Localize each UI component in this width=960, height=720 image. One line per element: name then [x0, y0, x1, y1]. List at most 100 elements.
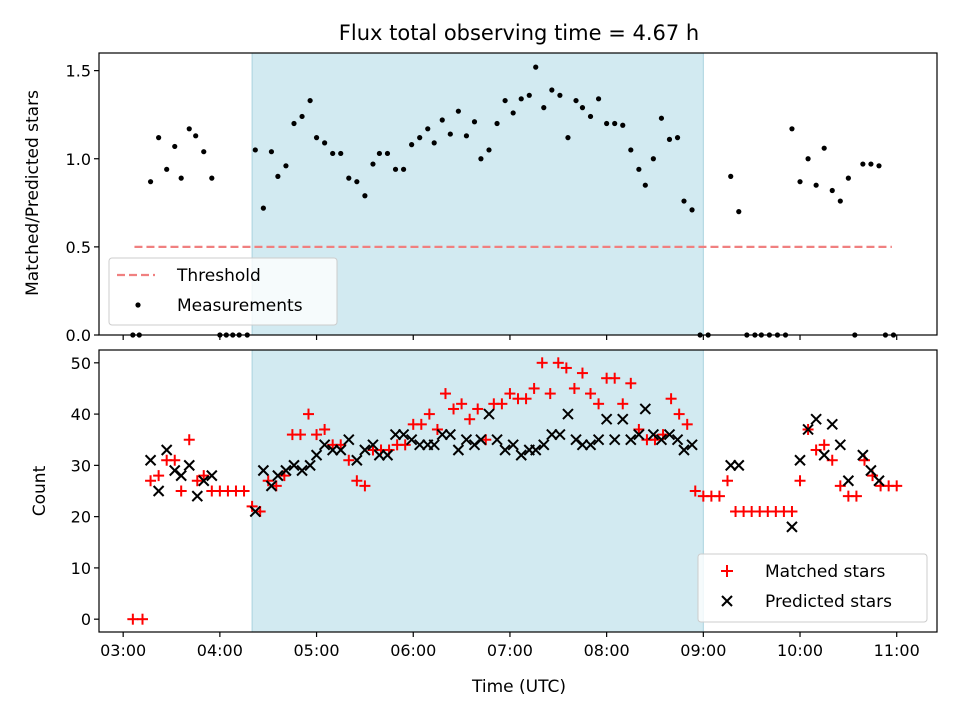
measurement-point — [728, 173, 734, 179]
measurement-point — [178, 175, 184, 181]
predicted-star-point — [826, 418, 838, 431]
measurement-point — [518, 96, 524, 102]
predicted-star-point — [444, 428, 457, 441]
matched-star-point — [617, 398, 629, 410]
x-tick-label: 05:00 — [294, 641, 340, 660]
matched-star-point — [593, 398, 605, 410]
x-tick-label: 06:00 — [390, 641, 436, 660]
y-tick-label: 20 — [71, 508, 91, 527]
ratio-panel: 0.0 0.5 1.0 1.5 Threshold Measurements — [66, 52, 938, 345]
predicted-star-point — [499, 444, 511, 456]
predicted-star-point — [206, 469, 218, 482]
predicted-star-point — [318, 439, 331, 451]
legend-measurement-label: Measurements — [177, 296, 303, 316]
predicted-star-point — [265, 480, 278, 492]
predicted-star-point — [802, 423, 814, 436]
predicted-star-point — [397, 428, 410, 441]
y-axis-label-top: Matched/Predicted stars — [23, 90, 43, 296]
measurement-point — [573, 97, 579, 104]
predicted-star-point — [483, 408, 495, 420]
predicted-star-point — [491, 434, 503, 446]
measurement-point — [164, 166, 170, 172]
predicted-star-point — [873, 475, 885, 487]
predicted-star-point — [249, 505, 262, 518]
predicted-star-point — [475, 434, 487, 446]
legend-threshold-label: Threshold — [176, 266, 261, 286]
matched-star-point — [294, 429, 306, 441]
matched-star-point — [311, 429, 323, 441]
y-tick-label: 50 — [71, 354, 91, 373]
predicted-star-point — [625, 434, 637, 446]
matched-star-point — [359, 480, 371, 492]
matched-star-point — [520, 393, 532, 405]
matched-star-point — [153, 470, 165, 482]
predicted-star-point — [865, 464, 877, 477]
measurement-point — [876, 163, 882, 169]
measurement-point — [845, 175, 851, 181]
y-tick-label: 40 — [71, 405, 91, 424]
measurement-point — [837, 198, 843, 204]
matched-star-point — [246, 500, 258, 512]
measurement-point — [533, 64, 539, 70]
predicted-star-point — [810, 413, 822, 425]
matched-star-point — [303, 408, 314, 420]
predicted-star-point — [600, 413, 613, 425]
x-tick-label: 03:00 — [100, 641, 146, 660]
predicted-star-point — [842, 475, 855, 487]
measurement-point — [431, 140, 437, 146]
measurement-point — [447, 131, 453, 137]
measurement-point — [595, 96, 602, 102]
matched-star-point — [504, 388, 516, 400]
predicted-star-point — [280, 464, 292, 477]
matched-star-point — [681, 418, 693, 430]
predicted-star-point — [359, 444, 371, 456]
matched-star-point — [137, 613, 149, 625]
measurement-point — [658, 115, 665, 121]
matched-star-point — [536, 357, 548, 369]
measurement-point — [275, 173, 281, 179]
measurement-point — [860, 161, 866, 167]
measurement-point — [370, 161, 376, 167]
predicted-star-point — [857, 449, 869, 461]
matched-star-point — [319, 423, 331, 435]
measurement-point — [674, 135, 681, 141]
predicted-star-point — [405, 434, 418, 446]
measurement-point — [565, 135, 571, 141]
measurement-point — [299, 113, 305, 120]
predicted-star-point — [381, 449, 394, 461]
matched-star-point — [423, 408, 435, 420]
x-tick-label: 10:00 — [777, 641, 823, 660]
predicted-star-point — [296, 464, 308, 477]
predicted-star-point — [428, 439, 440, 451]
measurement-point — [313, 135, 320, 141]
measurement-point — [612, 120, 618, 127]
x-tick-label: 11:00 — [874, 641, 920, 660]
matched-star-point — [145, 475, 157, 487]
predicted-star-point — [144, 454, 157, 466]
y-tick-label: 0.0 — [66, 326, 91, 345]
legend-box — [108, 257, 338, 326]
observing-window — [252, 350, 704, 632]
measurement-point — [268, 149, 275, 155]
measurement-point — [666, 136, 673, 142]
x-tick-label: 08:00 — [584, 641, 630, 660]
measurement-point — [805, 156, 811, 162]
predicted-star-point — [310, 449, 323, 461]
measurement-point — [579, 105, 586, 111]
y-axis-label-bottom: Count — [30, 465, 50, 516]
predicted-star-point — [152, 485, 165, 497]
y-tick-label: 1.5 — [66, 62, 91, 81]
matched-star-point — [198, 470, 210, 482]
measurement-point — [455, 108, 461, 114]
measurement-point — [486, 147, 492, 153]
matched-star-point — [560, 362, 572, 374]
predicted-star-point — [554, 428, 566, 441]
y-tick-label: 1.0 — [66, 150, 91, 169]
measurement-point — [392, 166, 399, 172]
y-tick-label: 30 — [71, 456, 91, 475]
predicted-star-point — [530, 444, 542, 456]
predicted-star-point — [304, 459, 316, 472]
matched-star-point — [552, 357, 564, 369]
matched-star-point — [633, 423, 645, 435]
matched-star-point — [169, 454, 181, 466]
